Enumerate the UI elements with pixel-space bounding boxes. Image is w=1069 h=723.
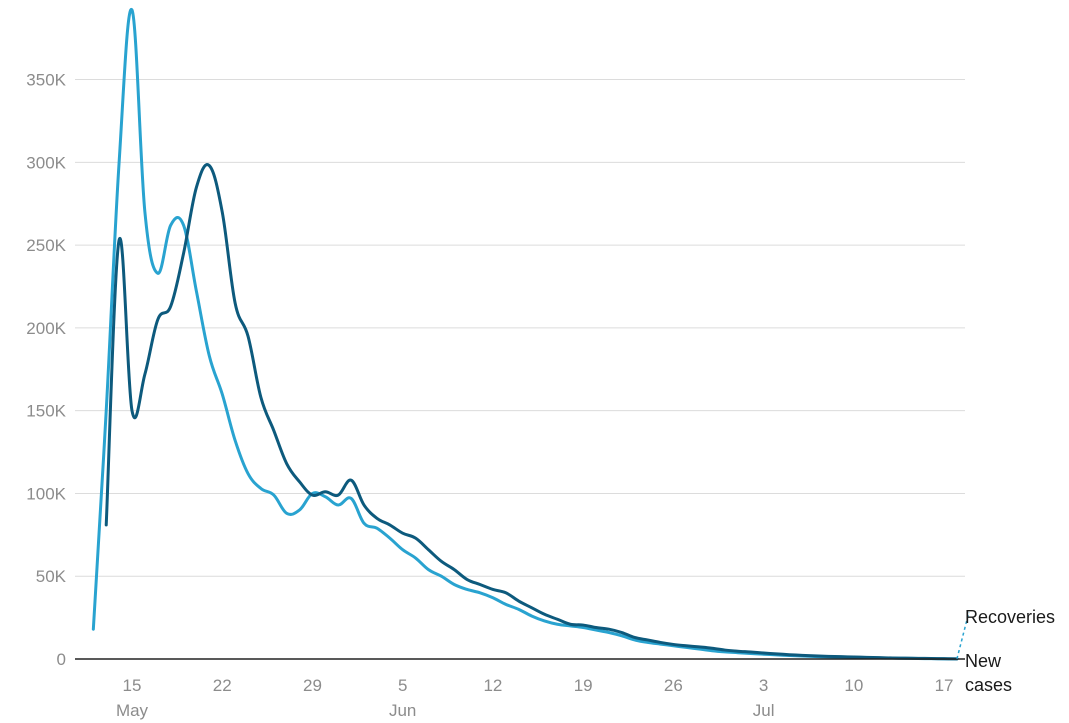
x-tick-label: 22 xyxy=(213,676,232,695)
y-tick-label: 0 xyxy=(57,650,66,669)
x-tick-label: 10 xyxy=(844,676,863,695)
x-tick-label: 5 xyxy=(398,676,407,695)
y-tick-label: 350K xyxy=(26,71,66,90)
gridlines xyxy=(75,79,965,577)
x-tick-label: 12 xyxy=(483,676,502,695)
x-axis-ticks: 15 22 29 5 12 19 26 3 10 17 May Jun Jul xyxy=(116,676,954,720)
series-line-new-cases xyxy=(104,163,959,661)
series-label-recoveries: Recoveries xyxy=(965,607,1055,627)
y-tick-label: 50K xyxy=(36,567,67,586)
series-label-new-cases-line2: cases xyxy=(965,675,1012,695)
x-tick-label: 15 xyxy=(123,676,142,695)
y-tick-label: 150K xyxy=(26,402,66,421)
series-line-recoveries xyxy=(91,8,959,661)
recoveries-leader-line xyxy=(956,611,970,660)
y-tick-label: 100K xyxy=(26,484,66,503)
x-month-label: Jul xyxy=(753,701,775,720)
y-axis-ticks: 0 50K 100K 150K 200K 250K 300K 350K xyxy=(26,71,66,669)
x-tick-label: 3 xyxy=(759,676,768,695)
y-tick-label: 200K xyxy=(26,319,66,338)
x-tick-label: 17 xyxy=(935,676,954,695)
y-tick-label: 250K xyxy=(26,236,66,255)
series-lines xyxy=(91,8,959,661)
x-tick-label: 26 xyxy=(664,676,683,695)
x-month-label: Jun xyxy=(389,701,416,720)
x-tick-label: 29 xyxy=(303,676,322,695)
x-tick-label: 19 xyxy=(574,676,593,695)
series-label-new-cases-line1: New xyxy=(965,651,1002,671)
y-tick-label: 300K xyxy=(26,153,66,172)
series-labels: Recoveries New cases xyxy=(956,607,1055,695)
x-month-label: May xyxy=(116,701,149,720)
